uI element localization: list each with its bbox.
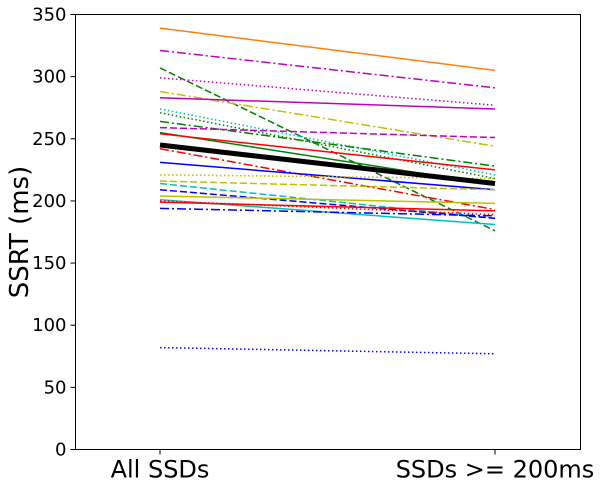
y-tick-label: 0 (55, 440, 66, 461)
x-axis-ticks: All SSDs SSDs >= 200ms (111, 449, 595, 484)
subject-line-16 (159, 180, 496, 191)
subject-line-3 (159, 67, 496, 232)
x-tick-label: SSDs >= 200ms (396, 456, 595, 484)
subject-line-13 (159, 147, 496, 211)
subject-line-22 (159, 201, 496, 212)
subject-line-4 (159, 77, 496, 106)
subject-line-2 (159, 49, 496, 89)
axes-frame (75, 14, 581, 450)
subject-line-1 (159, 27, 496, 72)
subject-line-23 (159, 207, 496, 217)
y-tick-label: 300 (32, 67, 66, 88)
subject-line-10 (159, 126, 496, 139)
y-tick-label: 100 (32, 315, 66, 336)
subject-line-18 (159, 188, 496, 220)
subject-line-8 (159, 111, 496, 180)
subject-line-14 (159, 161, 496, 191)
y-tick-label: 200 (32, 191, 66, 212)
y-tick-label: 50 (44, 377, 67, 398)
subject-line-17 (159, 182, 496, 220)
subject-line-5 (159, 90, 496, 147)
y-tick-label: 250 (32, 129, 66, 150)
subject-line-12 (159, 133, 496, 171)
y-tick-label: 350 (32, 5, 66, 26)
mean-line (159, 142, 496, 187)
subject-line-6 (159, 97, 496, 110)
x-tick-label: All SSDs (111, 456, 210, 484)
y-axis-ticks: 0 50 100 150 200 250 300 350 (32, 5, 76, 461)
y-axis-title: SSRT (ms) (5, 166, 35, 299)
subject-line-24 (159, 346, 496, 355)
y-tick-label: 150 (32, 253, 66, 274)
subject-line-19 (159, 195, 496, 205)
plot-lines (159, 27, 496, 355)
